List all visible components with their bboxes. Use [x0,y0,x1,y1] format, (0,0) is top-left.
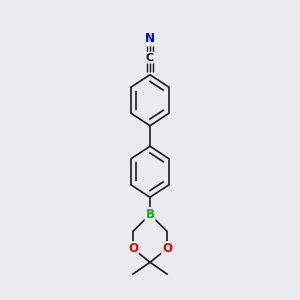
Text: B: B [146,208,154,221]
Text: N: N [145,32,155,46]
Text: O: O [162,242,172,255]
Text: C: C [146,52,154,63]
Text: O: O [128,242,138,255]
